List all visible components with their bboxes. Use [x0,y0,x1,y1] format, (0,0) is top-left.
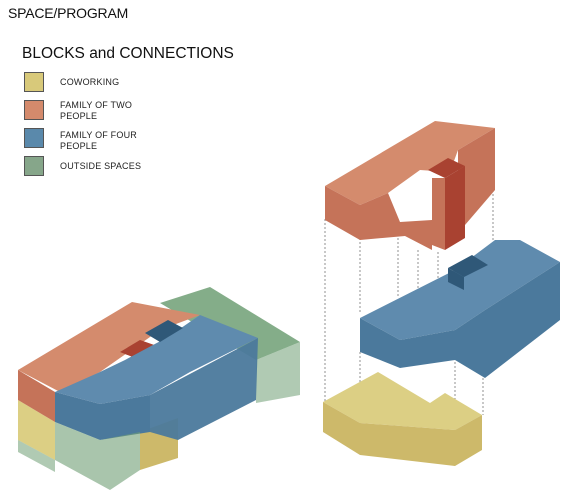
family-four-side-face [150,338,258,440]
exploded-family-two-side [458,128,495,225]
assembled-massing [18,287,300,490]
family-four-front-face [55,392,150,440]
exploded-family-four-top [360,240,560,340]
outside-spaces-swatch [24,156,44,176]
outside-space-top [160,287,300,360]
exploded-family-four-dark-notch-side [448,268,464,290]
coworking-swatch [24,72,44,92]
exploded-coworking [323,372,482,466]
exploded-coworking-side [455,415,482,466]
exploded-massing [323,121,560,466]
exploded-coworking-front-left [323,402,360,455]
outside-front-wedge [55,422,140,490]
legend-title: BLOCKS and CONNECTIONS [22,45,234,62]
family-four-dark-notch [145,320,183,342]
exploded-family-two-core-shadow [432,178,445,250]
connector-lines [324,190,494,415]
exploded-family-two-front-left [325,186,360,240]
family-of-four-swatch [24,128,44,148]
legend-label-outside-spaces: OUTSIDE SPACES [60,161,142,171]
exploded-coworking-front-mid [360,423,455,466]
family-two-core [120,340,160,360]
family-two-front-face [18,370,55,422]
legend-item-outside-spaces: OUTSIDE SPACES [24,156,224,178]
family-of-four-block [55,315,258,440]
page-title: SPACE/PROGRAM [8,5,129,21]
exploded-family-of-four [360,240,560,378]
exploded-family-four-front [360,318,455,368]
legend-item-coworking: COWORKING [24,72,224,94]
outside-space-back [160,287,300,403]
exploded-family-two-front-mid [360,193,432,250]
outside-left-wedge [18,440,55,472]
exploded-family-of-two [325,121,495,250]
exploded-family-four-dark-notch [448,255,488,277]
exploded-coworking-top [323,372,482,430]
exploded-family-two-core-top [428,158,465,178]
family-of-two-block [18,302,200,422]
legend-label-family-of-two: FAMILY OF TWO PEOPLE [60,100,133,121]
family-of-two-swatch [24,100,44,120]
exploded-family-two-core-front [445,166,465,250]
legend-item-family-of-two: FAMILY OF TWO PEOPLE [24,100,224,122]
outside-space-front [18,422,140,490]
legend-item-family-of-four: FAMILY OF FOUR PEOPLE [24,128,224,151]
family-two-top-face [18,302,200,392]
outside-space-front [256,342,300,403]
legend-label-coworking: COWORKING [60,77,120,87]
exploded-family-four-side [455,262,560,378]
family-four-top-face [55,315,258,404]
exploded-family-two-top [325,121,495,205]
legend-label-family-of-four: FAMILY OF FOUR PEOPLE [60,130,137,151]
